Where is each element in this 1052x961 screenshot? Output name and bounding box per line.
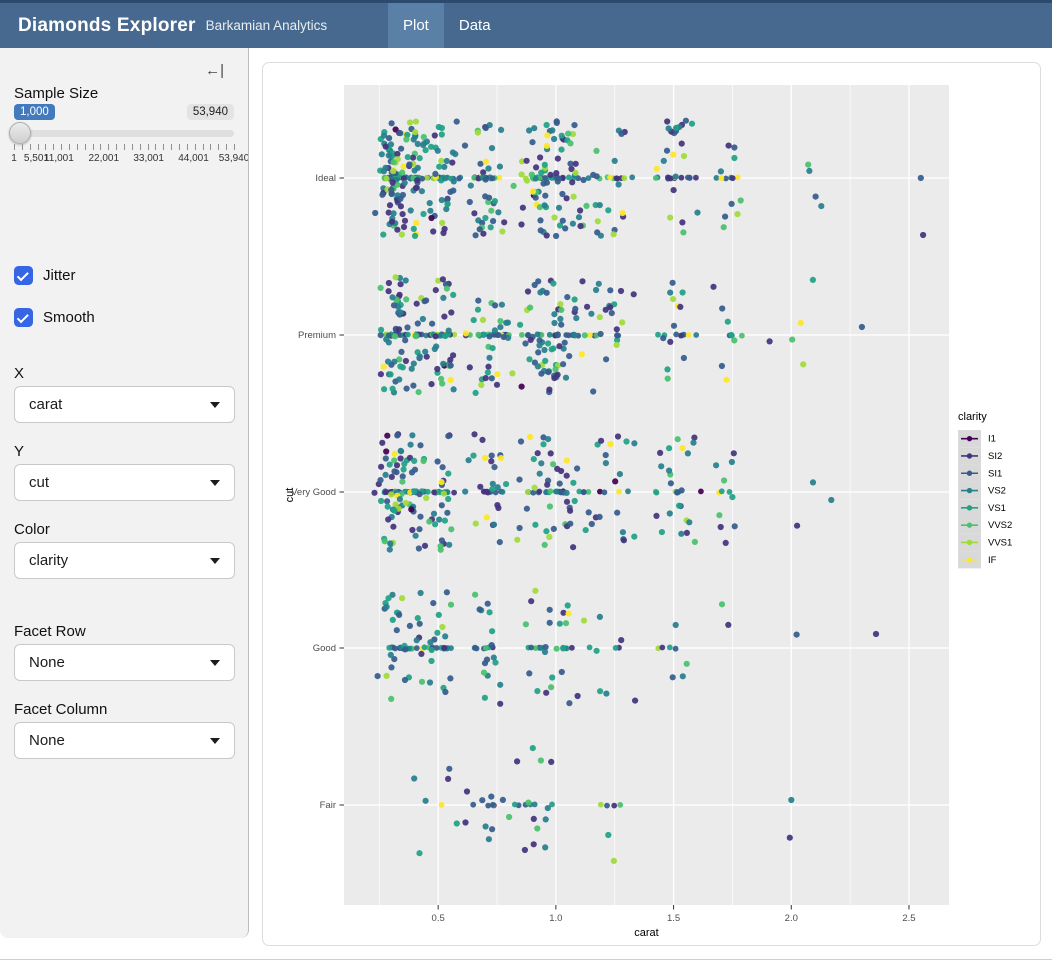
- svg-text:SI2: SI2: [988, 451, 1002, 462]
- slider-tick-label: 33,001: [133, 153, 164, 164]
- svg-text:I1: I1: [988, 434, 996, 445]
- app-subtitle: Barkamian Analytics: [205, 18, 328, 33]
- y-select-value: cut: [29, 474, 50, 491]
- svg-text:2.5: 2.5: [902, 913, 915, 924]
- svg-text:clarity: clarity: [958, 411, 987, 423]
- chevron-down-icon: [210, 558, 220, 564]
- sidebar: ←| Sample Size 1,000 53,940 1 5,501 11,001…: [0, 48, 249, 938]
- facet-column-select[interactable]: None: [14, 722, 235, 759]
- diamonds-plot: Ideal Premium Very Good Good Fair 0.5 1.0 1.5 2.…: [263, 63, 1040, 950]
- jitter-label: Jitter: [43, 267, 76, 284]
- svg-text:IF: IF: [988, 555, 997, 566]
- check-icon: [16, 268, 29, 281]
- y-select[interactable]: cut: [14, 464, 235, 501]
- svg-text:0.5: 0.5: [432, 913, 445, 924]
- svg-text:1.0: 1.0: [549, 913, 562, 924]
- slider-value-badge: 1,000: [14, 104, 55, 120]
- chevron-down-icon: [210, 480, 220, 486]
- app-header: Diamonds Explorer Barkamian Analytics Pl…: [0, 0, 1052, 48]
- chevron-down-icon: [210, 660, 220, 666]
- facet-column-label: Facet Column: [14, 701, 108, 718]
- svg-text:Good: Good: [313, 643, 336, 654]
- x-select-label: X: [14, 365, 25, 382]
- nav-tabs: Plot Data: [388, 3, 506, 48]
- svg-text:VS1: VS1: [988, 503, 1006, 514]
- slider-ticks: [14, 144, 235, 150]
- svg-text:VVS2: VVS2: [988, 520, 1012, 531]
- x-select[interactable]: carat: [14, 386, 235, 423]
- color-select-label: Color: [14, 521, 50, 538]
- brand: Diamonds Explorer Barkamian Analytics: [18, 3, 327, 48]
- slider-tick-label: 11,001: [43, 153, 74, 164]
- slider-tick-label: 44,001: [178, 153, 209, 164]
- smooth-label: Smooth: [43, 309, 95, 326]
- svg-text:carat: carat: [634, 927, 658, 939]
- tab-data[interactable]: Data: [458, 17, 491, 34]
- color-select[interactable]: clarity: [14, 542, 235, 579]
- app-title: Diamonds Explorer: [18, 14, 196, 36]
- svg-text:1.5: 1.5: [667, 913, 680, 924]
- plot-card: Ideal Premium Very Good Good Fair 0.5 1.0 1.5 2.…: [262, 62, 1041, 946]
- slider-tick-label: 53,940: [218, 153, 249, 164]
- color-select-value: clarity: [29, 552, 69, 569]
- slider-max-badge: 53,940: [186, 104, 234, 120]
- slider-tick-labels: 1 5,501 11,001 22,001 33,001 44,001 53,940: [11, 153, 248, 165]
- svg-text:cut: cut: [284, 488, 296, 503]
- svg-text:SI1: SI1: [988, 468, 1002, 479]
- facet-row-label: Facet Row: [14, 623, 86, 640]
- svg-text:VVS1: VVS1: [988, 537, 1012, 548]
- check-icon: [16, 310, 29, 323]
- x-select-value: carat: [29, 396, 63, 413]
- window-bottom-edge: [0, 959, 1052, 960]
- sample-size-label: Sample Size: [14, 85, 99, 102]
- slider-tick-label: 5,501: [23, 153, 49, 164]
- tab-plot[interactable]: Plot: [388, 3, 444, 48]
- facet-column-value: None: [29, 732, 65, 749]
- y-select-label: Y: [14, 443, 25, 460]
- plot-svg: Ideal Premium Very Good Good Fair 0.5 1.0 1.5 2.…: [284, 85, 1012, 939]
- svg-text:Ideal: Ideal: [315, 173, 336, 184]
- slider-handle[interactable]: [9, 122, 32, 144]
- jitter-checkbox-row[interactable]: Jitter: [14, 266, 76, 285]
- sidebar-collapse-icon[interactable]: ←|: [205, 62, 224, 79]
- jitter-checkbox[interactable]: [14, 266, 33, 285]
- smooth-checkbox-row[interactable]: Smooth: [14, 308, 95, 327]
- smooth-checkbox[interactable]: [14, 308, 33, 327]
- svg-text:Premium: Premium: [298, 330, 336, 341]
- facet-row-select[interactable]: None: [14, 644, 235, 681]
- slider-tick-label: 22,001: [88, 153, 120, 164]
- svg-text:VS2: VS2: [988, 486, 1006, 497]
- chevron-down-icon: [210, 402, 220, 408]
- slider-track[interactable]: [9, 122, 234, 144]
- slider-tick-label: 1: [11, 153, 17, 164]
- svg-text:2.0: 2.0: [785, 913, 798, 924]
- facet-row-value: None: [29, 654, 65, 671]
- svg-text:Fair: Fair: [320, 800, 336, 811]
- chevron-down-icon: [210, 738, 220, 744]
- svg-text:Very Good: Very Good: [291, 487, 336, 498]
